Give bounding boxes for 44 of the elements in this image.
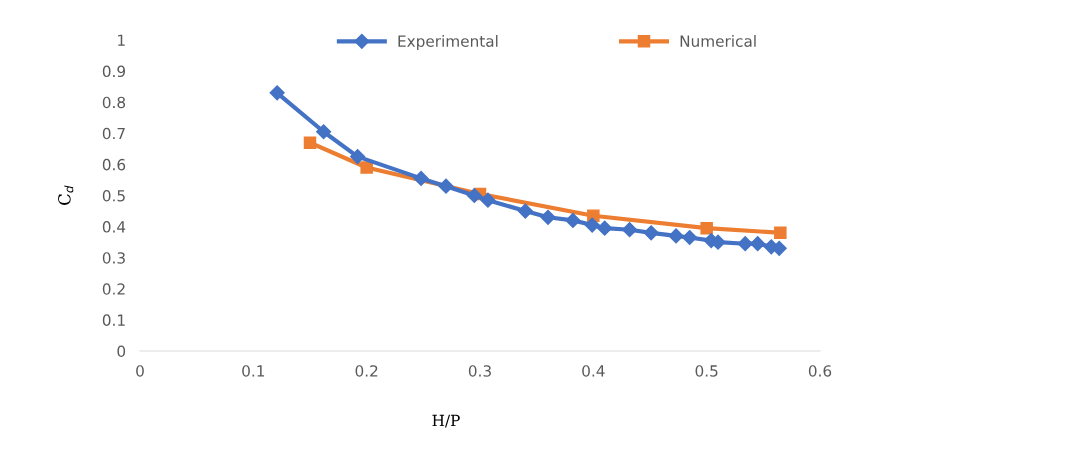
- x-tick-label: 0.3: [468, 365, 491, 377]
- point: [316, 124, 332, 140]
- y-tick-label: 0.8: [102, 96, 126, 109]
- point: [774, 226, 787, 240]
- x-tick-label: 0.4: [582, 365, 605, 377]
- point: [682, 229, 698, 246]
- x-tick-label: 0.6: [808, 365, 832, 377]
- point: [622, 222, 638, 238]
- y-tick-label: 0.2: [102, 283, 125, 295]
- point: [668, 228, 684, 244]
- x-tick-label: 0.1: [242, 365, 265, 377]
- x-tick-label: 0.2: [355, 365, 378, 377]
- y-tick-label: 0.5: [102, 189, 125, 202]
- point: [540, 209, 556, 225]
- point: [750, 236, 766, 252]
- y-tick-label: 0.9: [102, 65, 126, 78]
- point: [597, 220, 613, 236]
- y-tick-label: 0.3: [102, 252, 125, 264]
- point: [269, 85, 285, 101]
- point: [700, 221, 713, 235]
- point: [438, 178, 454, 194]
- x-axis-title: H/P: [432, 414, 460, 428]
- point: [565, 212, 581, 228]
- y-tick-label: 0: [117, 345, 126, 358]
- point: [737, 236, 753, 252]
- y-tick-label: 0.6: [102, 158, 126, 171]
- legend-label: Numerical: [680, 35, 756, 47]
- point: [517, 203, 533, 219]
- x-tick-label: 0: [136, 365, 144, 377]
- point: [584, 217, 600, 233]
- point: [413, 170, 429, 186]
- y-tick-label: 0.7: [102, 127, 125, 140]
- point: [643, 225, 659, 241]
- y-tick-label: 0.4: [102, 221, 126, 233]
- x-tick-label: 0.5: [695, 365, 718, 377]
- y-tick-label: 1: [118, 34, 125, 46]
- point: [466, 187, 482, 204]
- point: [350, 149, 366, 165]
- point: [303, 136, 317, 149]
- point: [480, 192, 496, 208]
- y-axis-title: C$_{d}$: [58, 185, 74, 205]
- y-tick-label: 0.1: [102, 314, 125, 326]
- legend-label: Experimental: [398, 35, 498, 50]
- point: [360, 161, 373, 174]
